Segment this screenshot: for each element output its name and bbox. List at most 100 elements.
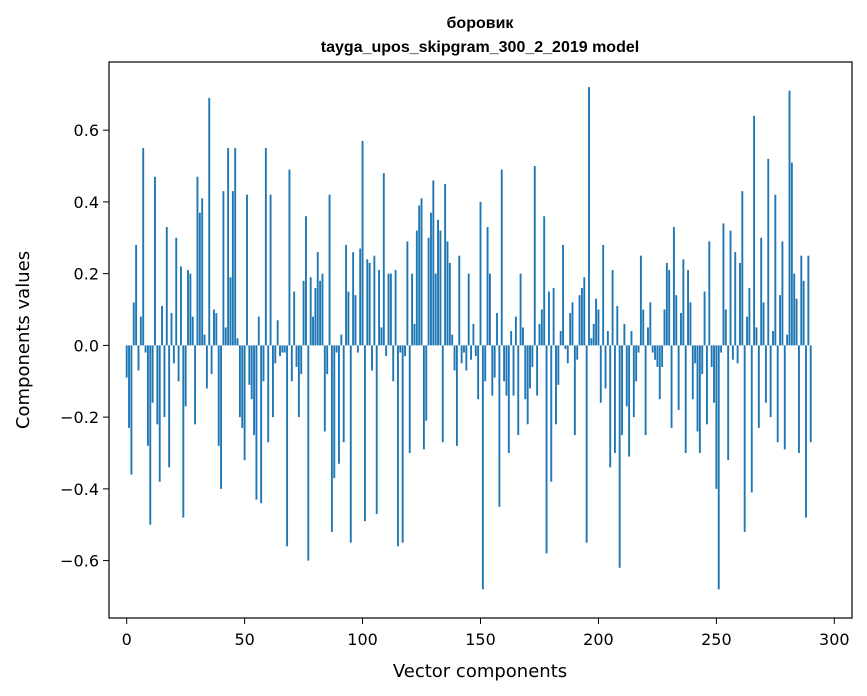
bar-72 xyxy=(295,345,298,367)
bar-161 xyxy=(505,345,508,396)
bar-168 xyxy=(522,327,524,346)
x-tick-label: 200 xyxy=(583,630,614,649)
bar-23 xyxy=(180,266,182,346)
bar-47 xyxy=(236,338,239,346)
bar-220 xyxy=(644,345,647,436)
bar-160 xyxy=(503,345,506,382)
bar-233 xyxy=(675,295,678,346)
bar-126 xyxy=(422,345,425,450)
bar-172 xyxy=(531,345,534,367)
bar-206 xyxy=(611,270,614,346)
bar-267 xyxy=(755,327,758,346)
bar-212 xyxy=(625,345,628,407)
bar-138 xyxy=(451,334,454,346)
bar-173 xyxy=(533,166,536,346)
bar-178 xyxy=(545,345,548,554)
bar-25 xyxy=(184,345,187,407)
bar-112 xyxy=(389,273,392,346)
bar-157 xyxy=(496,313,498,346)
bar-254 xyxy=(724,309,727,346)
bar-19 xyxy=(170,313,173,346)
bar-53 xyxy=(250,345,253,400)
bar-154 xyxy=(488,273,491,346)
bar-2 xyxy=(130,345,133,475)
bar-96 xyxy=(352,252,355,346)
bar-50 xyxy=(243,345,246,461)
bar-181 xyxy=(552,287,555,346)
bar-261 xyxy=(741,191,744,346)
bar-39 xyxy=(217,345,220,446)
bar-288 xyxy=(805,345,807,518)
bar-276 xyxy=(776,345,779,443)
bar-205 xyxy=(609,345,612,468)
bar-143 xyxy=(463,345,465,353)
bar-33 xyxy=(203,334,206,346)
bar-280 xyxy=(786,334,789,346)
bar-232 xyxy=(672,227,675,346)
bar-218 xyxy=(639,255,642,346)
bar-34 xyxy=(205,345,208,389)
bar-81 xyxy=(316,252,319,346)
bar-124 xyxy=(418,205,421,346)
bar-248 xyxy=(710,345,713,367)
bar-122 xyxy=(413,323,416,346)
bar-185 xyxy=(562,244,564,346)
bar-68 xyxy=(286,345,289,547)
bar-165 xyxy=(514,316,517,346)
bar-200 xyxy=(597,309,600,346)
bar-77 xyxy=(307,345,310,561)
bar-74 xyxy=(300,345,303,375)
bar-260 xyxy=(739,262,741,346)
bar-106 xyxy=(375,345,378,514)
bar-12 xyxy=(154,176,156,346)
bar-196 xyxy=(588,87,590,346)
bar-266 xyxy=(753,115,756,346)
bar-159 xyxy=(500,169,503,346)
bar-45 xyxy=(231,191,234,346)
bar-262 xyxy=(743,345,746,532)
bar-148 xyxy=(474,345,477,357)
bar-199 xyxy=(595,298,598,346)
bar-48 xyxy=(238,345,241,418)
bar-237 xyxy=(684,345,687,453)
bar-214 xyxy=(630,331,633,346)
y-tick-label: −0.6 xyxy=(60,552,99,571)
bar-93 xyxy=(345,244,347,346)
bar-98 xyxy=(356,345,359,353)
bar-0 xyxy=(125,345,128,378)
bar-198 xyxy=(592,323,595,346)
bar-140 xyxy=(455,345,458,446)
bar-101 xyxy=(363,345,366,522)
bar-194 xyxy=(583,277,586,346)
bar-167 xyxy=(519,273,522,346)
bar-99 xyxy=(359,248,362,346)
bar-46 xyxy=(234,148,237,346)
bar-195 xyxy=(585,345,588,543)
bar-249 xyxy=(713,345,715,403)
bar-282 xyxy=(790,162,793,346)
bar-87 xyxy=(330,345,333,532)
bar-26 xyxy=(187,270,189,346)
bar-263 xyxy=(746,316,748,346)
bar-28 xyxy=(191,316,194,346)
bar-85 xyxy=(326,345,329,375)
bar-244 xyxy=(701,345,704,375)
bar-268 xyxy=(757,345,760,428)
bar-71 xyxy=(293,291,296,346)
bar-290 xyxy=(809,345,812,443)
bar-141 xyxy=(458,255,461,346)
chart-subtitle: tayga_upos_skipgram_300_2_2019 model xyxy=(321,39,639,56)
bar-58 xyxy=(262,345,265,382)
bar-27 xyxy=(189,273,192,346)
bar-137 xyxy=(448,262,451,346)
bar-70 xyxy=(290,345,293,382)
bar-226 xyxy=(658,345,661,400)
bar-221 xyxy=(647,327,649,346)
bar-169 xyxy=(524,345,527,400)
bar-56 xyxy=(257,316,260,346)
bar-223 xyxy=(651,345,654,353)
bar-217 xyxy=(637,345,640,353)
